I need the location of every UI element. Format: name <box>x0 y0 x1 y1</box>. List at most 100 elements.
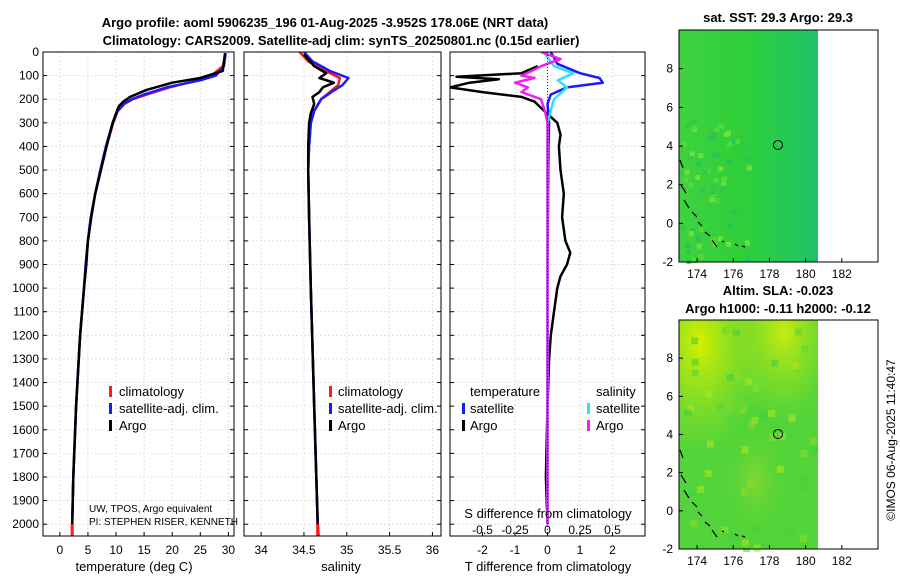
y-tick-label: 300 <box>19 116 39 130</box>
provenance-note-2: PI: STEPHEN RISER, KENNETH <box>89 517 238 528</box>
sla-speckle-cell <box>743 544 750 552</box>
difference-lines <box>450 52 605 536</box>
legend-header-salinity: salinity <box>596 384 636 399</box>
sst-speckle-cell <box>684 169 690 175</box>
salinity-lines <box>298 52 350 536</box>
x-tick-label: 20 <box>166 543 180 557</box>
sst-speckle-cell <box>685 122 691 128</box>
series-line-salinity-argo <box>513 52 562 525</box>
difference-legend: temperature salinity satellite Argo sate… <box>462 384 640 433</box>
sst-speckle-cell <box>739 140 744 146</box>
legend-marker-satellite <box>329 403 332 414</box>
sla-speckle-cell <box>811 446 819 454</box>
temperature-lines <box>70 52 227 536</box>
map-x-tick-label: 180 <box>796 267 816 281</box>
legend-label: climatology <box>119 384 185 399</box>
series-line-temperature-argo <box>450 65 572 525</box>
legend-label: Argo <box>119 418 146 433</box>
y-tick-label: 1600 <box>12 423 39 437</box>
map-x-tick-label: 178 <box>759 554 779 568</box>
sst-speckle-cell <box>732 138 737 144</box>
sla-coastline <box>679 449 746 538</box>
sst-speckle-cell <box>746 165 752 171</box>
sst-speckle-cell <box>683 177 689 183</box>
sla-speckle-cell <box>739 339 747 346</box>
map-y-tick-label: 2 <box>666 466 673 480</box>
sst-map-ticks: 174 176 178 180 182 -2 0 2 4 6 8 <box>662 62 852 281</box>
x-tick-label: 25 <box>194 543 208 557</box>
sla-speckle-cell <box>753 544 761 552</box>
y-tick-label: 900 <box>19 257 39 271</box>
x-tick-label: 34.5 <box>292 543 316 557</box>
sst-speckle-cell <box>714 127 720 133</box>
sla-speckle-cell <box>691 337 699 345</box>
sst-speckle-cell <box>688 154 694 160</box>
sla-speckle-cell <box>705 390 713 398</box>
map-y-tick-label: 4 <box>666 139 673 153</box>
sla-speckle-cell <box>734 436 742 444</box>
x2-tick-label: -0.25 <box>501 523 529 537</box>
temperature-legend: climatology satellite-adj. clim. Argo <box>109 384 219 433</box>
sst-speckle-cell <box>698 227 704 233</box>
sst-speckle-cell <box>712 153 718 158</box>
map-x-tick-label: 176 <box>723 554 743 568</box>
sst-speckle-cell <box>685 243 691 248</box>
sst-speckle-cell <box>691 125 697 131</box>
map-y-tick-label: 8 <box>666 62 673 76</box>
sla-speckle-cell <box>741 539 749 547</box>
sst-speckle-cell <box>696 161 702 167</box>
y-tick-label: 1400 <box>12 376 39 390</box>
sst-map <box>678 29 879 264</box>
salinity-grid <box>244 51 441 536</box>
legend-label: Argo <box>470 418 497 433</box>
sst-speckle-cell <box>690 228 696 234</box>
sst-speckle-cell <box>727 159 732 165</box>
sla-speckle-cell <box>716 402 724 410</box>
y-tick-label: 800 <box>19 234 39 248</box>
sla-speckle-cell <box>751 416 759 424</box>
sla-speckle-cell <box>732 329 740 337</box>
figure-title-line-2: Climatology: CARS2009. Satellite-adj cli… <box>103 33 580 48</box>
y-tick-label: 600 <box>19 187 39 201</box>
sla-speckle-cell <box>800 449 808 457</box>
y-tick-label: 1900 <box>12 494 39 508</box>
temperature-grid <box>43 51 234 536</box>
salinity-xlabel: salinity <box>321 559 361 574</box>
difference-xlabel: T difference from climatology <box>465 559 632 574</box>
legend-label: satellite-adj. clim. <box>119 401 219 416</box>
y-tick-label: 500 <box>19 163 39 177</box>
sst-speckle-cell <box>718 123 724 129</box>
series-line-climatology <box>70 52 227 536</box>
sla-speckle-cell <box>687 405 694 412</box>
sla-speckle-cell <box>768 410 776 418</box>
y-tick-label: 1100 <box>13 305 39 319</box>
sla-argo-position-marker <box>773 429 783 439</box>
x2-tick-label: -0.5 <box>472 523 493 537</box>
legend-marker-t-satellite <box>462 403 465 414</box>
sst-speckle-cell <box>714 198 720 204</box>
legend-marker-satellite <box>109 403 112 414</box>
x-tick-label: -1 <box>510 543 521 557</box>
map-x-tick-label: 176 <box>723 267 743 281</box>
sla-speckle-cell <box>752 525 760 533</box>
sst-speckle-cell <box>702 170 708 175</box>
sla-speckle-cell <box>781 498 789 505</box>
sla-speckle-cell <box>725 531 733 539</box>
sla-speckle-cell <box>696 524 704 532</box>
sst-argo-position-marker <box>773 140 783 150</box>
sla-speckle-cell <box>740 488 748 496</box>
sla-speckle-cell <box>802 474 810 482</box>
sst-speckle-cell <box>718 166 724 172</box>
sla-speckle-cell <box>691 358 699 366</box>
y-tick-label: 1800 <box>12 470 39 484</box>
sst-speckle-cell <box>728 223 733 229</box>
sst-speckle-cell <box>711 242 717 248</box>
legend-label: Argo <box>338 418 365 433</box>
sla-speckle-cell <box>765 508 773 516</box>
sst-speckle-cell <box>689 151 695 157</box>
sst-speckle-cell <box>691 258 697 263</box>
sst-speckle-cell <box>723 132 729 138</box>
sst-speckle-cell <box>721 181 726 187</box>
sst-speckle-cell <box>745 255 751 261</box>
map-y-tick-label: 6 <box>666 100 673 114</box>
